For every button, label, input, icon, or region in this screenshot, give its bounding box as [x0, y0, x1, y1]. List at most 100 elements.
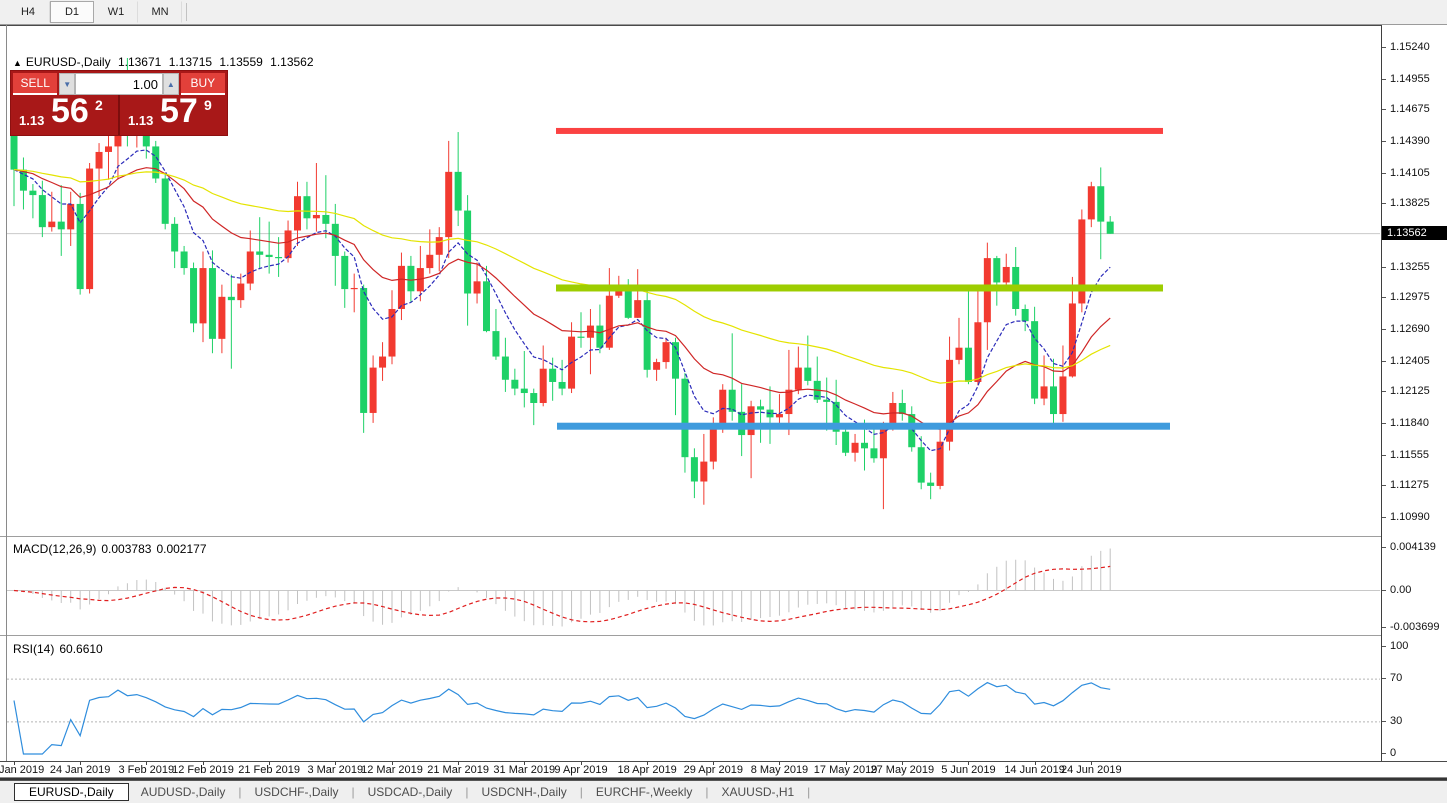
date-tick-mark	[80, 762, 82, 765]
ohlc-low: 1.13559	[219, 55, 263, 69]
collapse-arrow-icon[interactable]: ▲	[13, 58, 22, 68]
date-axis-label: 31 Mar 2019	[493, 764, 556, 776]
axis-tick-mark	[1382, 266, 1386, 268]
volume-increase-button[interactable]: ▲	[163, 73, 179, 95]
sell-price-display[interactable]: 1.13 56 2	[11, 92, 120, 135]
rsi-axis-label: 30	[1390, 714, 1403, 727]
axis-tick-mark	[1382, 454, 1386, 456]
axis-tick-mark	[1382, 485, 1386, 487]
axis-tick-mark	[1382, 203, 1386, 205]
sell-button[interactable]: SELL	[13, 73, 58, 95]
price-axis-label: 1.10990	[1390, 511, 1430, 523]
macd-signal-line	[13, 565, 1111, 623]
date-tick-mark	[902, 762, 904, 765]
timeframe-button-d1[interactable]: D1	[50, 1, 94, 23]
pane-splitter[interactable]	[0, 635, 1447, 637]
axis-tick-mark	[1382, 329, 1386, 330]
axis-tick-mark	[1382, 646, 1386, 647]
date-tick-mark	[392, 762, 393, 765]
price-axis-label: 1.14955	[1390, 72, 1430, 85]
price-axis[interactable]: 1.15240 1.14955 1.14675 1.14390 1.14105 1.138…	[1381, 25, 1447, 776]
tab-separator: |	[465, 785, 469, 799]
timeframe-toolbar: H4 D1 W1 MN	[0, 0, 1447, 25]
date-tick-mark	[1091, 762, 1093, 765]
rsi-pane[interactable]	[7, 638, 1380, 762]
sell-price-prefix: 1.13	[19, 113, 45, 128]
date-tick-mark	[1034, 762, 1036, 765]
rsi-line	[13, 681, 1111, 755]
rsi-name: RSI(14)	[13, 642, 55, 656]
date-axis-label: 21 Feb 2019	[238, 764, 301, 776]
tab-separator: |	[807, 785, 811, 799]
macd-pane[interactable]	[7, 539, 1380, 636]
price-axis-label: 1.14675	[1390, 103, 1430, 116]
macd-signal-value: 0.002177	[156, 542, 207, 556]
tab-audusd-daily[interactable]: AUDUSD-,Daily	[140, 785, 226, 799]
axis-tick-mark	[1382, 423, 1386, 424]
axis-tick-mark	[1382, 678, 1386, 680]
tab-eurchf-weekly[interactable]: EURCHF-,Weekly	[595, 785, 693, 799]
sell-price-main: 56	[51, 92, 89, 130]
timeframe-button-mn[interactable]: MN	[138, 1, 182, 23]
date-axis-label: 15 Jan 2019	[0, 764, 45, 776]
price-axis-label: 1.11275	[1390, 479, 1429, 492]
date-axis-label: 17 May 2019	[813, 764, 878, 776]
mid-support-ray[interactable]	[556, 284, 1163, 292]
timeframe-button-w1[interactable]: W1	[94, 1, 138, 23]
macd-name: MACD(12,26,9)	[13, 542, 97, 556]
tab-xauusd-h1[interactable]: XAUUSD-,H1	[721, 785, 795, 799]
buy-button[interactable]: BUY	[180, 73, 225, 95]
buy-price-main: 57	[160, 92, 198, 130]
date-axis-label: 27 May 2019	[870, 764, 935, 776]
date-tick-mark	[845, 762, 847, 765]
tab-usdcnh-daily[interactable]: USDCNH-,Daily	[481, 785, 567, 799]
axis-tick-mark	[1382, 589, 1386, 591]
date-axis-label: 5 Jun 2019	[941, 764, 996, 776]
resistance-ray[interactable]	[556, 127, 1163, 134]
ohlc-high: 1.13715	[168, 55, 213, 69]
rsi-axis-label: 100	[1390, 640, 1409, 652]
date-tick-mark	[968, 762, 970, 765]
window-bottom-border	[0, 777, 1447, 781]
price-axis-label: 1.15240	[1390, 41, 1430, 53]
price-chart-pane[interactable]	[7, 26, 1380, 537]
date-tick-mark	[14, 762, 15, 765]
axis-tick-mark	[1382, 360, 1386, 362]
window-left-edge	[6, 25, 7, 776]
volume-input[interactable]	[75, 73, 163, 95]
buy-price-display[interactable]: 1.13 57 9	[120, 92, 227, 135]
symbol-label: EURUSD-,Daily	[25, 55, 111, 69]
tab-separator: |	[238, 785, 242, 799]
price-axis-label: 1.11840	[1390, 417, 1429, 429]
pane-splitter[interactable]	[0, 536, 1447, 538]
support-ray[interactable]	[557, 422, 1170, 430]
buy-price-pip: 9	[204, 97, 212, 113]
date-axis-label: 21 Mar 2019	[427, 764, 490, 776]
tab-usdchf-daily[interactable]: USDCHF-,Daily	[254, 785, 339, 799]
axis-tick-mark	[1382, 172, 1386, 174]
date-tick-mark	[524, 762, 526, 765]
rsi-axis-label: 70	[1390, 672, 1403, 685]
rsi-axis-label: 0	[1390, 747, 1397, 759]
tab-eurusd-daily[interactable]: EURUSD-,Daily	[14, 783, 129, 801]
toolbar-separator	[186, 3, 187, 21]
axis-tick-mark	[1382, 47, 1386, 48]
date-tick-mark	[581, 762, 582, 765]
date-axis-label: 24 Jun 2019	[1061, 764, 1122, 776]
volume-decrease-button[interactable]: ▼	[59, 73, 75, 95]
one-click-trading-panel: SELL ▼ ▲ BUY 1.13 56 2 1.13 57 9	[10, 70, 228, 136]
date-tick-mark	[779, 762, 781, 765]
axis-tick-mark	[1382, 297, 1386, 299]
tab-usdcad-daily[interactable]: USDCAD-,Daily	[367, 785, 453, 799]
axis-tick-mark	[1382, 141, 1386, 142]
date-axis-label: 12 Mar 2019	[361, 764, 423, 776]
date-tick-mark	[146, 762, 148, 765]
price-axis-label: 1.14390	[1390, 135, 1430, 147]
axis-tick-mark	[1382, 753, 1386, 754]
timeframe-button-h4[interactable]: H4	[6, 1, 50, 23]
price-axis-label: 1.12405	[1390, 354, 1430, 367]
macd-axis-label: 0.004139	[1390, 541, 1436, 553]
date-axis-label: 3 Feb 2019	[118, 764, 175, 776]
tab-separator: |	[351, 785, 355, 799]
